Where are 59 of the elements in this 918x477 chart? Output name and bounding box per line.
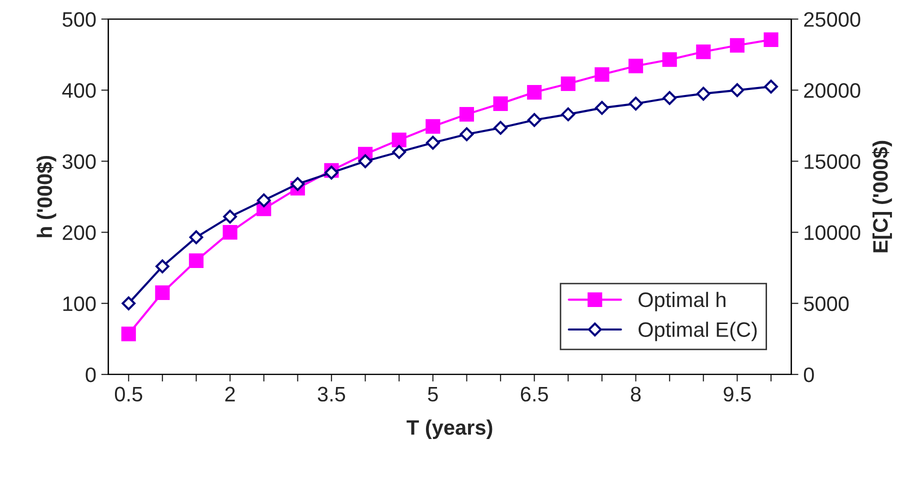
point [155,285,170,300]
point [155,259,170,274]
x-tick-label: 9.5 [724,386,751,402]
x-tick-label: 3.5 [318,386,346,402]
point [222,225,238,240]
point [730,83,744,98]
point [392,145,406,159]
point [662,91,677,105]
y-tick-label: 100 [63,296,96,312]
point [662,52,677,67]
x-axis-title: T (years) [406,420,492,439]
x-tick-label: 2 [225,386,235,402]
point [188,253,204,268]
legend-label: Optimal h [638,292,726,312]
point [494,120,508,135]
point [426,136,440,150]
y2-tick-label: 25000 [804,12,860,27]
point [764,80,778,94]
point [459,107,474,122]
y2-tick-label: 20000 [804,83,860,98]
y-tick-label: 300 [62,154,96,169]
point [460,127,474,142]
y2-tick-label: 5000 [804,296,849,312]
x-tick-label: 8 [630,386,641,402]
point [561,107,576,122]
y-tick-label: 200 [62,225,96,240]
point [426,119,440,134]
point [628,58,644,74]
y2-axis-title: E[C] ('000$) [872,140,892,252]
point [121,326,136,342]
point [392,132,406,148]
y-tick-label: 0 [86,367,96,382]
x-tick-label: 6.5 [520,386,548,402]
point [290,177,305,191]
x-tick-label: 0.5 [114,386,142,402]
point [696,86,710,101]
point [527,113,542,127]
point [628,96,643,111]
point [122,296,136,310]
point [527,84,542,100]
point [560,76,576,92]
y2-tick-label: 0 [804,367,814,382]
point [493,96,508,111]
y2-tick-label: 10000 [804,225,860,240]
point [595,100,609,115]
y-tick-label: 500 [62,12,96,27]
point [696,44,711,60]
point [594,67,610,82]
point [764,32,778,47]
point [189,230,204,244]
point [730,38,745,53]
point [358,154,372,168]
point [256,193,271,208]
y-axis-title: h ('000$) [36,156,56,238]
legend-label: Optimal E(C) [638,322,757,342]
point [223,210,237,224]
y-tick-label: 400 [62,83,96,98]
x-tick-label: 5 [428,387,438,402]
y2-tick-label: 15000 [804,154,860,169]
